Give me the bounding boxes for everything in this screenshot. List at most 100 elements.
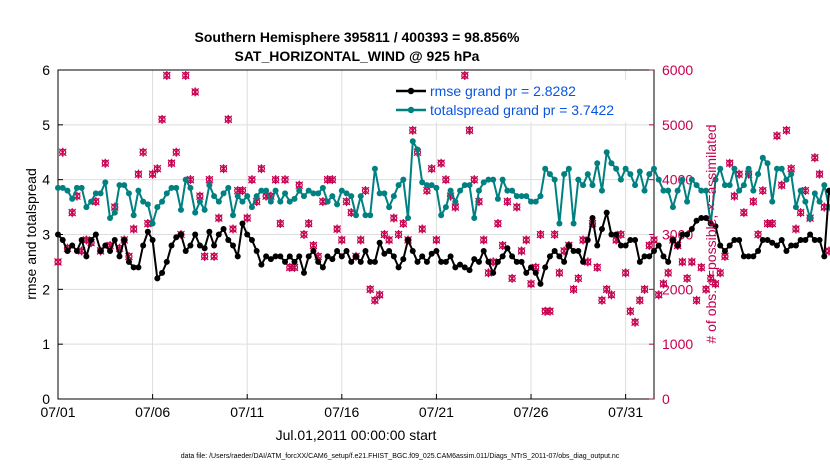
totalspread-point bbox=[660, 187, 667, 194]
rmse-point bbox=[130, 264, 137, 271]
totalspread-point bbox=[504, 187, 511, 194]
obs-assimilated-point bbox=[692, 295, 701, 305]
totalspread-point bbox=[163, 190, 170, 197]
totalspread-point bbox=[97, 190, 104, 197]
rmse-point bbox=[594, 242, 601, 249]
obs-assimilated-point bbox=[697, 262, 706, 272]
obs-assimilated-point bbox=[489, 257, 498, 267]
totalspread-point bbox=[267, 198, 274, 205]
totalspread-point bbox=[589, 182, 596, 189]
rmse-point bbox=[177, 231, 184, 238]
obs-assimilated-point bbox=[730, 191, 739, 201]
totalspread-point bbox=[461, 182, 468, 189]
rmse-point bbox=[244, 231, 251, 238]
obs-assimilated-point bbox=[640, 284, 649, 294]
obs-assimilated-point bbox=[162, 70, 171, 80]
rmse-point bbox=[632, 236, 639, 243]
obs-assimilated-point bbox=[129, 224, 138, 234]
obs-assimilated-point bbox=[621, 268, 630, 278]
obs-assimilated-point bbox=[711, 279, 720, 289]
rmse-point bbox=[263, 253, 270, 260]
totalspread-point bbox=[499, 176, 506, 183]
rmse-point bbox=[674, 242, 681, 249]
rmse-point bbox=[239, 220, 246, 227]
rmse-point bbox=[636, 258, 643, 265]
rmse-point bbox=[457, 261, 464, 268]
totalspread-point bbox=[140, 198, 147, 205]
totalspread-line bbox=[58, 140, 830, 225]
totalspread-point bbox=[130, 212, 137, 219]
totalspread-point bbox=[788, 171, 795, 178]
rmse-point bbox=[428, 250, 435, 257]
totalspread-point bbox=[324, 198, 331, 205]
rmse-point bbox=[580, 258, 587, 265]
rmse-point bbox=[608, 231, 615, 238]
obs-assimilated-point bbox=[702, 284, 710, 294]
rmse-point bbox=[73, 247, 80, 254]
rmse-point bbox=[163, 258, 170, 265]
y-axis-label: rmse and totalspread bbox=[23, 168, 39, 300]
totalspread-point bbox=[300, 193, 307, 200]
rmse-point bbox=[357, 258, 364, 265]
rmse-point bbox=[655, 242, 662, 249]
obs-assimilated-point bbox=[385, 235, 394, 245]
obs-assimilated-point bbox=[214, 213, 223, 223]
totalspread-point bbox=[277, 198, 284, 205]
totalspread-point bbox=[405, 215, 412, 222]
y2-tick-label: 2000 bbox=[662, 281, 693, 297]
obs-assimilated-point bbox=[522, 235, 531, 245]
totalspread-point bbox=[149, 220, 156, 227]
obs-assimilated-point bbox=[318, 197, 327, 207]
y-tick-label: 2 bbox=[42, 281, 50, 297]
totalspread-point bbox=[409, 138, 416, 145]
x-tick-label: 07/31 bbox=[608, 404, 643, 420]
totalspread-point bbox=[665, 187, 672, 194]
rmse-point bbox=[475, 258, 482, 265]
totalspread-point bbox=[802, 198, 809, 205]
totalspread-point bbox=[296, 187, 303, 194]
obs-assimilated-point bbox=[200, 251, 209, 261]
rmse-series bbox=[55, 187, 830, 287]
totalspread-point bbox=[783, 176, 790, 183]
obs-assimilated-point bbox=[153, 164, 162, 174]
rmse-point bbox=[509, 253, 516, 260]
rmse-point bbox=[107, 247, 114, 254]
obs-assimilated-point bbox=[825, 246, 830, 256]
totalspread-point bbox=[674, 187, 681, 194]
rmse-point bbox=[707, 220, 714, 227]
rmse-point bbox=[390, 253, 397, 260]
rmse-point bbox=[433, 247, 440, 254]
rmse-point bbox=[703, 215, 710, 222]
totalspread-point bbox=[480, 179, 487, 186]
legend-rmse-marker bbox=[407, 87, 415, 95]
rmse-point bbox=[792, 242, 799, 249]
rmse-point bbox=[211, 242, 218, 249]
legend: rmse grand pr = 2.8282 totalspread grand… bbox=[392, 80, 648, 122]
obs-assimilated-point bbox=[527, 279, 535, 289]
totalspread-point bbox=[655, 176, 662, 183]
totalspread-point bbox=[745, 165, 752, 172]
y2-tick-label: 4000 bbox=[662, 172, 693, 188]
totalspread-point bbox=[386, 204, 393, 211]
rmse-point bbox=[116, 253, 123, 260]
rmse-point bbox=[750, 253, 757, 260]
totalspread-point bbox=[201, 206, 208, 213]
obs-assimilated-point bbox=[248, 175, 256, 185]
rmse-point bbox=[613, 231, 620, 238]
rmse-point bbox=[551, 247, 558, 254]
rmse-point bbox=[617, 242, 624, 249]
totalspread-point bbox=[693, 182, 700, 189]
totalspread-point bbox=[575, 176, 582, 183]
obs-assimilated-point bbox=[801, 186, 810, 196]
obs-assimilated-point bbox=[58, 147, 67, 157]
totalspread-point bbox=[797, 187, 804, 194]
obs-assimilated-point bbox=[546, 306, 554, 316]
totalspread-point bbox=[703, 187, 710, 194]
totalspread-point bbox=[69, 195, 76, 202]
rmse-point bbox=[102, 242, 109, 249]
rmse-point bbox=[622, 242, 629, 249]
totalspread-point bbox=[736, 187, 743, 194]
rmse-point bbox=[556, 253, 563, 260]
totalspread-point bbox=[357, 193, 364, 200]
obs-assimilated-point bbox=[493, 219, 502, 229]
